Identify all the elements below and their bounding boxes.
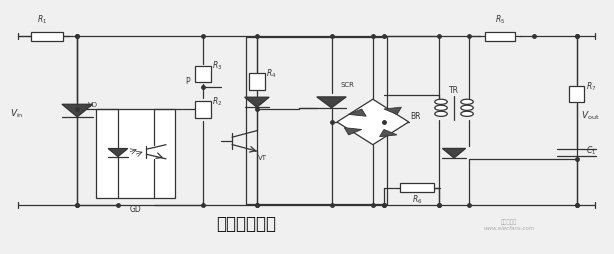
- Bar: [484, 31, 515, 41]
- Text: $R_1$: $R_1$: [37, 13, 47, 26]
- Bar: [195, 101, 211, 118]
- Bar: [96, 109, 175, 198]
- Polygon shape: [379, 130, 397, 137]
- Bar: [31, 31, 63, 41]
- Polygon shape: [244, 97, 269, 107]
- Text: 继电器原理图: 继电器原理图: [216, 215, 276, 233]
- Polygon shape: [349, 109, 366, 116]
- Text: $R_6$: $R_6$: [412, 194, 422, 206]
- Text: $V_{\rm in}$: $V_{\rm in}$: [10, 108, 23, 120]
- Text: $R_5$: $R_5$: [495, 13, 505, 26]
- Text: SCR: SCR: [341, 82, 354, 88]
- Polygon shape: [317, 97, 346, 108]
- Circle shape: [435, 105, 447, 110]
- Text: TR: TR: [449, 86, 459, 95]
- Text: VT: VT: [258, 155, 267, 161]
- Polygon shape: [337, 99, 409, 145]
- Text: $R_3$: $R_3$: [212, 60, 222, 72]
- Bar: [569, 86, 584, 102]
- Circle shape: [435, 111, 447, 116]
- Text: BR: BR: [410, 113, 421, 121]
- Polygon shape: [62, 104, 93, 117]
- Circle shape: [460, 111, 473, 116]
- Text: P: P: [185, 77, 189, 86]
- Bar: [246, 37, 387, 204]
- Polygon shape: [384, 107, 402, 114]
- Polygon shape: [108, 149, 128, 157]
- Circle shape: [460, 105, 473, 110]
- Polygon shape: [443, 148, 465, 158]
- Bar: [195, 66, 211, 82]
- Bar: [249, 73, 265, 90]
- Circle shape: [460, 99, 473, 104]
- Text: $C_1$: $C_1$: [586, 145, 596, 157]
- Bar: [400, 183, 434, 192]
- Text: $R_2$: $R_2$: [212, 95, 222, 108]
- Text: GD: GD: [130, 205, 141, 214]
- Text: 电子发烧友
www.elecfans.com: 电子发烧友 www.elecfans.com: [484, 220, 535, 231]
- Polygon shape: [344, 128, 362, 135]
- Text: VD: VD: [88, 102, 98, 108]
- Text: $R_4$: $R_4$: [266, 68, 276, 80]
- Circle shape: [435, 99, 447, 104]
- Text: $V_{\rm out}$: $V_{\rm out}$: [581, 109, 600, 122]
- Text: $R_7$: $R_7$: [586, 80, 596, 93]
